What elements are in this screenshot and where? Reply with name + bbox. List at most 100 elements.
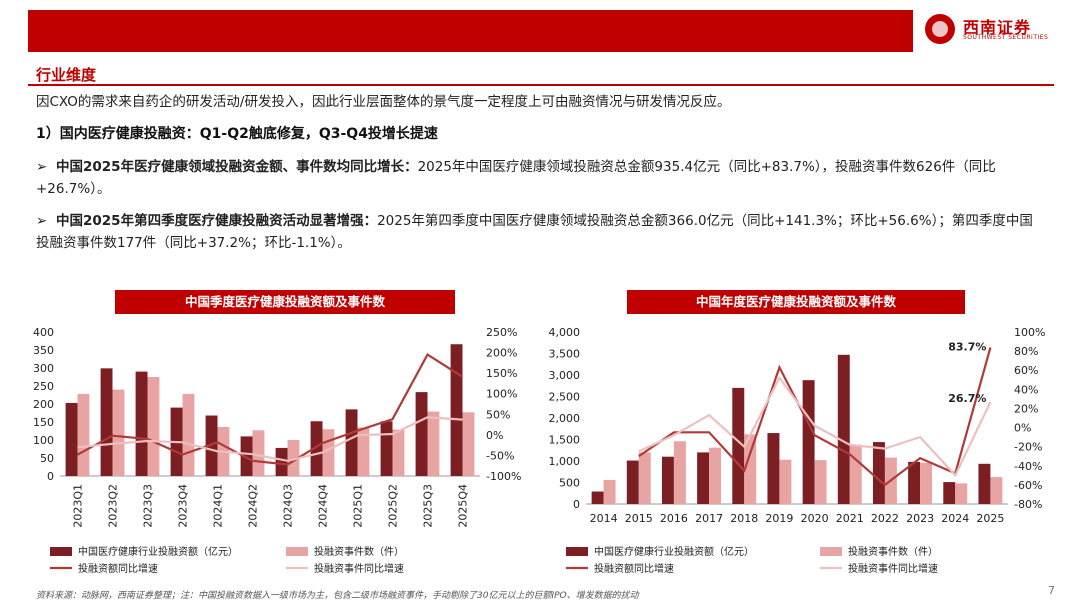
legend-label: 投融资额同比增速 [78,562,158,575]
legend-label: 投融资事件数（件） [848,545,938,558]
legend-label: 投融资事件数（件） [314,545,404,558]
bar [978,463,991,504]
x-tick-label: 2022 [871,512,899,525]
x-tick-label: 2014 [590,512,618,525]
bar [345,409,358,476]
y2-tick-label: 200% [486,347,517,360]
legend-label: 投融资事件同比增速 [314,562,404,575]
series-line [638,375,992,478]
legend-label: 投融资额同比增速 [594,562,674,575]
bar [626,460,639,504]
y-tick-label: 2,000 [549,412,581,425]
bar [661,456,674,504]
bar [744,434,757,504]
bullet-arrow-icon: ➢ [36,213,48,229]
y2-tick-label: 100% [1014,326,1045,339]
legend-label: 中国医疗健康行业投融资额（亿元） [78,545,238,558]
bullet-arrow-icon: ➢ [36,159,48,175]
y2-tick-label: 100% [486,388,517,401]
x-tick-label: 2018 [730,512,758,525]
data-label: 83.7% [948,341,986,354]
x-tick-label: 2020 [801,512,829,525]
bar [767,433,780,504]
bar [591,491,604,504]
bar [357,427,370,476]
bullet-item: ➢ 中国2025年第四季度医疗健康投融资活动显著增强：2025年第四季度中国医疗健… [36,210,1046,254]
y2-tick-label: -100% [486,470,521,483]
x-tick-label: 2023Q3 [142,484,155,528]
legend-swatch [50,547,72,556]
y-tick-label: 3,500 [549,348,581,361]
x-tick-label: 2025Q3 [422,484,435,528]
bar [837,354,850,504]
x-tick-label: 2015 [625,512,653,525]
x-tick-label: 2024Q2 [247,484,260,528]
bullet-bold: 中国2025年第四季度医疗健康投融资活动显著增强： [56,213,378,229]
bar [814,460,827,504]
bar [943,482,956,504]
bar [955,483,968,504]
quarterly-chart: 0 50 100 150 200 250 300 350 400 -100% -50% 0% 50% 10… [33,326,521,575]
intro-text: 因CXO的需求来自药企的研发活动/研发投入，因此行业层面整体的景气度一定程度上可… [36,94,731,110]
y-tick-label: 50 [40,452,54,465]
y2-tick-label: 80% [1014,345,1038,358]
bar [322,429,335,476]
x-tick-label: 2023Q4 [177,484,190,528]
section-title: 行业维度 [36,66,97,84]
bar [380,421,393,476]
bullet-text: 2025年第四季度中国医疗健康领域投融资总金额366.0亿元（同比+141.3%… [36,213,1033,251]
series-line [76,353,464,466]
y-tick-label: 250 [33,380,54,393]
bar [252,430,265,476]
legend-label: 中国医疗健康行业投融资额（亿元） [594,545,754,558]
y2-tick-label: -60% [1014,479,1042,492]
bar [849,444,862,504]
x-tick-label: 2017 [695,512,723,525]
logo-icon [925,14,955,44]
bullet-item: ➢ 中国2025年医疗健康领域投融资金额、事件数均同比增长：2025年中国医疗健康… [36,156,1046,200]
x-tick-label: 2025Q4 [457,484,470,528]
y2-tick-label: -50% [486,449,514,462]
bar [147,377,160,476]
bar [182,393,195,476]
bar [697,452,710,504]
y-tick-label: 350 [33,344,54,357]
y-tick-label: 3,000 [549,369,581,382]
x-tick-label: 2025Q2 [387,484,400,528]
y2-tick-label: 60% [1014,364,1038,377]
y2-tick-label: 250% [486,326,517,339]
bar [287,440,300,476]
annual-chart: 0 500 1,000 1,500 2,000 2,500 3,000 3,500 4,000 -… [549,326,1046,575]
x-tick-label: 2023 [906,512,934,525]
bar [135,371,148,476]
y-tick-label: 2,500 [549,391,581,404]
series-line [77,416,463,462]
x-tick-label: 2025 [976,512,1004,525]
x-tick-label: 2025Q1 [352,484,365,528]
y-tick-label: 0 [47,470,54,483]
data-label: 26.7% [948,392,986,405]
logo-subtext: SOUTHWEST SECURITIES [963,34,1049,41]
y-tick-label: 150 [33,416,54,429]
bar [100,368,113,476]
bar [908,461,921,504]
x-tick-label: 2023Q2 [107,484,120,528]
chart-title-annual: 中国年度医疗健康投融资额及事件数 [627,290,965,314]
y-tick-label: 200 [33,398,54,411]
bar [673,441,686,504]
x-tick-label: 2024Q1 [212,484,225,528]
bar [415,392,428,476]
bullet-text: 2025年中国医疗健康领域投融资总金额935.4亿元（同比+83.7%），投融资… [36,159,996,197]
y-tick-label: 400 [33,326,54,339]
bar [275,447,288,476]
y2-tick-label: 50% [486,408,510,421]
bar [603,479,616,504]
x-tick-label: 2021 [836,512,864,525]
y2-tick-label: 150% [486,367,517,380]
y2-tick-label: 0% [486,429,503,442]
y-tick-label: 1,500 [549,434,581,447]
bar [732,387,745,504]
y2-tick-label: -40% [1014,460,1042,473]
bar [65,402,78,476]
y2-tick-label: -20% [1014,441,1042,454]
